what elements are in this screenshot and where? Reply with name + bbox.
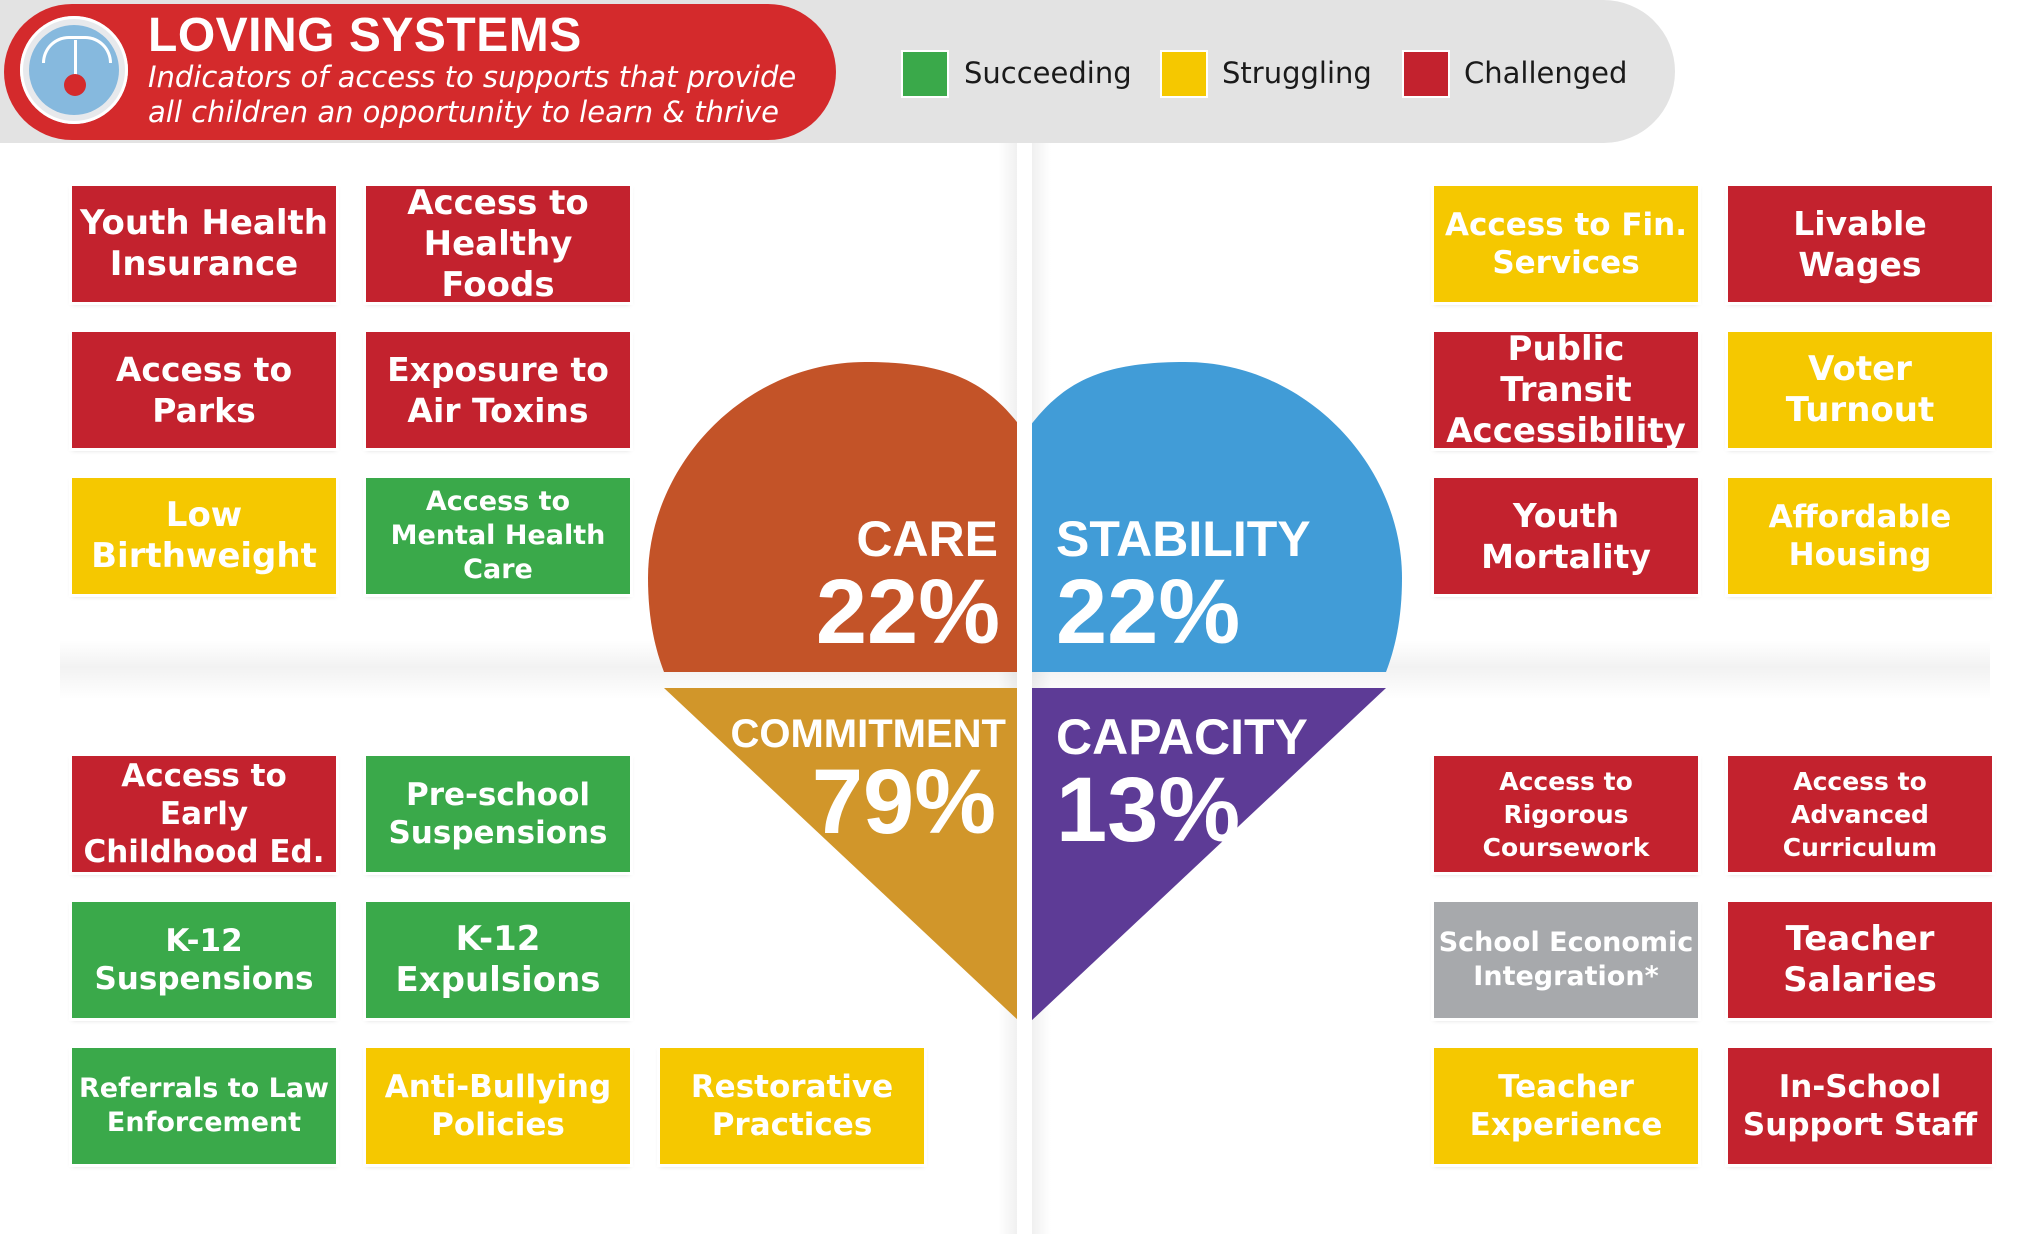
indicator-access-to-fin-services: Access to Fin. Services [1431, 183, 1701, 305]
legend-label-succeeding: Succeeding [964, 56, 1132, 90]
heart-quadrant-capacity [1030, 688, 1386, 1022]
indicator-access-to-early-childhood-ed: Access to Early Childhood Ed. [69, 753, 339, 875]
indicator-youth-health-insurance: Youth Health Insurance [69, 183, 339, 305]
vertical-divider [1017, 143, 1032, 1234]
indicator-access-to-mental-health-care: Access to Mental Health Care [363, 475, 633, 597]
stability-percent: 22% [1056, 561, 1241, 663]
indicator-livable-wages: Livable Wages [1725, 183, 1995, 305]
legend-swatch-struggling [1160, 50, 1208, 98]
indicator-public-transit-accessibility: Public Transit Accessibility [1431, 329, 1701, 451]
indicator-restorative-practices: Restorative Practices [657, 1045, 927, 1167]
page-title: LOVING SYSTEMS [148, 9, 582, 62]
capacity-label: CAPACITY [1056, 709, 1308, 765]
indicator-k12-expulsions: K-12 Expulsions [363, 899, 633, 1021]
indicator-teacher-salaries: Teacher Salaries [1725, 899, 1995, 1021]
legend-swatch-succeeding [901, 50, 949, 98]
indicator-voter-turnout: Voter Turnout [1725, 329, 1995, 451]
capacity-percent: 13% [1056, 759, 1241, 861]
indicator-access-to-advanced-curriculum: Access to Advanced Curriculum [1725, 753, 1995, 875]
legend-label-challenged: Challenged [1464, 56, 1628, 90]
indicator-affordable-housing: Affordable Housing [1725, 475, 1995, 597]
indicator-teacher-experience: Teacher Experience [1431, 1045, 1701, 1167]
indicator-access-to-parks: Access to Parks [69, 329, 339, 451]
heart-quadrant-stability [1030, 362, 1402, 672]
care-label: CARE [856, 511, 998, 567]
indicator-anti-bullying-policies: Anti-Bullying Policies [363, 1045, 633, 1167]
heart-quadrant-commitment [664, 688, 1020, 1022]
indicator-in-school-support-staff: In-School Support Staff [1725, 1045, 1995, 1167]
indicator-pre-school-suspensions: Pre-school Suspensions [363, 753, 633, 875]
indicator-access-to-healthy-foods: Access to Healthy Foods [363, 183, 633, 305]
indicator-k12-suspensions: K-12 Suspensions [69, 899, 339, 1021]
indicator-low-birthweight: Low Birthweight [69, 475, 339, 597]
indicator-referrals-to-law-enforcement: Referrals to Law Enforcement [69, 1045, 339, 1167]
commitment-label: COMMITMENT [730, 712, 1006, 756]
indicator-exposure-to-air-toxins: Exposure to Air Toxins [363, 329, 633, 451]
page-subtitle: Indicators of access to supports that pr… [148, 60, 797, 129]
heart-quadrant-care [648, 362, 1020, 672]
gauge-icon [20, 16, 128, 124]
indicator-access-to-rigorous-coursework: Access to Rigorous Coursework [1431, 753, 1701, 875]
stability-label: STABILITY [1056, 511, 1311, 567]
legend-swatch-challenged [1402, 50, 1450, 98]
commitment-percent: 79% [811, 751, 996, 853]
indicator-youth-mortality: Youth Mortality [1431, 475, 1701, 597]
care-percent: 22% [815, 561, 1000, 663]
indicator-school-economic-integration: School Economic Integration* [1431, 899, 1701, 1021]
legend-label-struggling: Struggling [1222, 56, 1372, 90]
title-banner [4, 4, 836, 140]
